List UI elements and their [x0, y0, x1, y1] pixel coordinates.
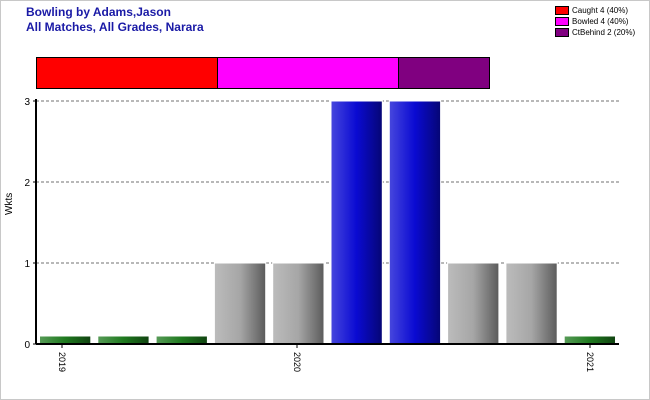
chart-subtitle: All Matches, All Grades, Narara	[26, 20, 204, 34]
legend: Caught 4 (40%) Bowled 4 (40%) CtBehind 2…	[555, 5, 635, 38]
legend-swatch-bowled	[555, 16, 569, 26]
bar	[213, 262, 267, 345]
legend-item-bowled: Bowled 4 (40%)	[555, 16, 635, 26]
bar	[447, 262, 500, 345]
legend-item-ctbehind: CtBehind 2 (20%)	[555, 27, 635, 37]
breakdown-segment-caught	[37, 58, 218, 88]
breakdown-segment-bowled	[218, 58, 399, 88]
legend-label-caught: Caught 4 (40%)	[572, 5, 629, 15]
bar	[97, 335, 150, 345]
bar	[563, 335, 617, 345]
y-tick-label: 2	[24, 178, 30, 189]
legend-swatch-ctbehind	[555, 27, 569, 37]
x-tick-label: 2020	[292, 352, 302, 372]
dismissal-breakdown-bar	[36, 57, 490, 89]
bar	[38, 335, 92, 345]
bar	[505, 262, 558, 345]
bar	[388, 100, 442, 345]
legend-label-bowled: Bowled 4 (40%)	[572, 16, 629, 26]
x-tick-label: 2019	[57, 352, 67, 372]
chart-title: Bowling by Adams,Jason	[26, 5, 171, 19]
legend-swatch-caught	[555, 5, 569, 15]
bar	[330, 100, 383, 345]
legend-label-ctbehind: CtBehind 2 (20%)	[572, 27, 636, 37]
y-tick-label: 0	[24, 340, 30, 351]
bar	[272, 262, 325, 345]
y-tick-label: 1	[24, 259, 30, 270]
legend-item-caught: Caught 4 (40%)	[555, 5, 635, 15]
y-tick-label: 3	[24, 97, 30, 108]
breakdown-segment-ctbehind	[399, 58, 489, 88]
bar	[155, 335, 208, 345]
x-tick-label: 2021	[585, 352, 595, 372]
